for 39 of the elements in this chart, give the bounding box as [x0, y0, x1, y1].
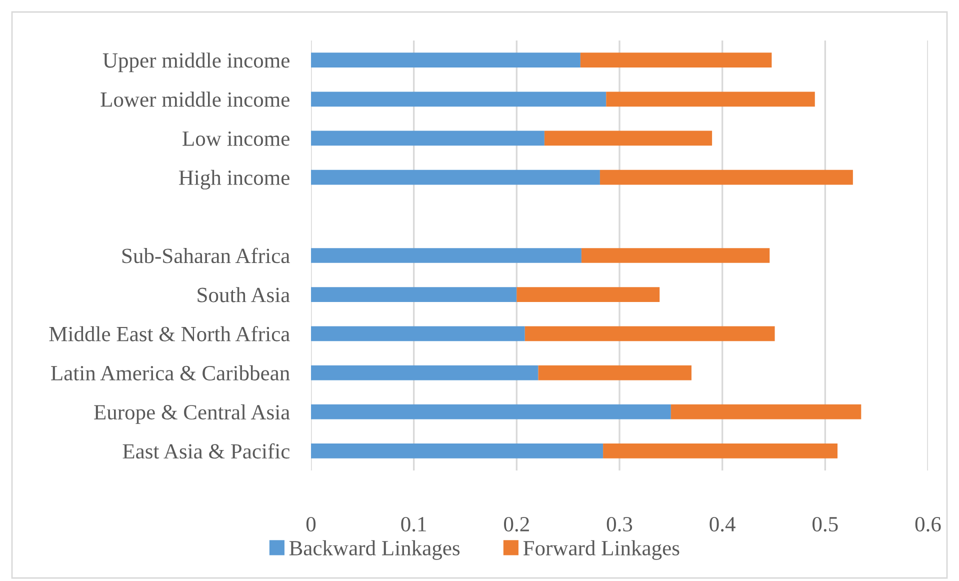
y-tick-label: Sub-Saharan Africa [122, 248, 290, 264]
bar [538, 365, 692, 380]
y-tick-label: South Asia [198, 287, 290, 302]
bar [311, 287, 517, 302]
legend-label: Forward Linkages [523, 540, 680, 560]
bar [311, 365, 538, 380]
bar [311, 326, 525, 342]
bar [311, 404, 671, 420]
y-tick-label: East Asia & Pacific [122, 443, 290, 459]
legend-label: Backward Linkages [289, 540, 460, 560]
bar [311, 444, 604, 458]
bar [600, 170, 853, 185]
x-tick-label: 0.2 [504, 516, 529, 532]
bar [311, 52, 580, 68]
x-tick-label: 0.4 [710, 516, 736, 532]
bar [311, 130, 544, 146]
bar [524, 326, 775, 342]
bar [544, 130, 712, 146]
y-tick-label: Upper middle income [102, 52, 290, 72]
bar [606, 92, 815, 107]
bar [580, 52, 772, 68]
y-tick-label: Lower middle income [100, 92, 290, 107]
y-tick-label: High income [178, 170, 290, 190]
bar [516, 287, 660, 302]
y-tick-label: Latin America & Caribbean [51, 365, 290, 380]
bar [311, 248, 582, 263]
bar [311, 92, 606, 107]
bar [311, 170, 600, 185]
y-tick-label: Europe & Central Asia [94, 404, 290, 424]
x-tick-label: 0 [306, 516, 316, 532]
x-tick-label: 0.6 [915, 516, 941, 532]
bar [603, 444, 838, 458]
x-tick-label: 0.3 [606, 516, 632, 532]
bar [670, 404, 862, 420]
x-tick-label: 0.5 [812, 516, 838, 532]
y-tick-label: Low income [182, 131, 290, 146]
x-tick-label: 0.1 [401, 516, 426, 532]
bar [581, 248, 770, 263]
y-tick-label: Middle East & North Africa [49, 326, 290, 342]
